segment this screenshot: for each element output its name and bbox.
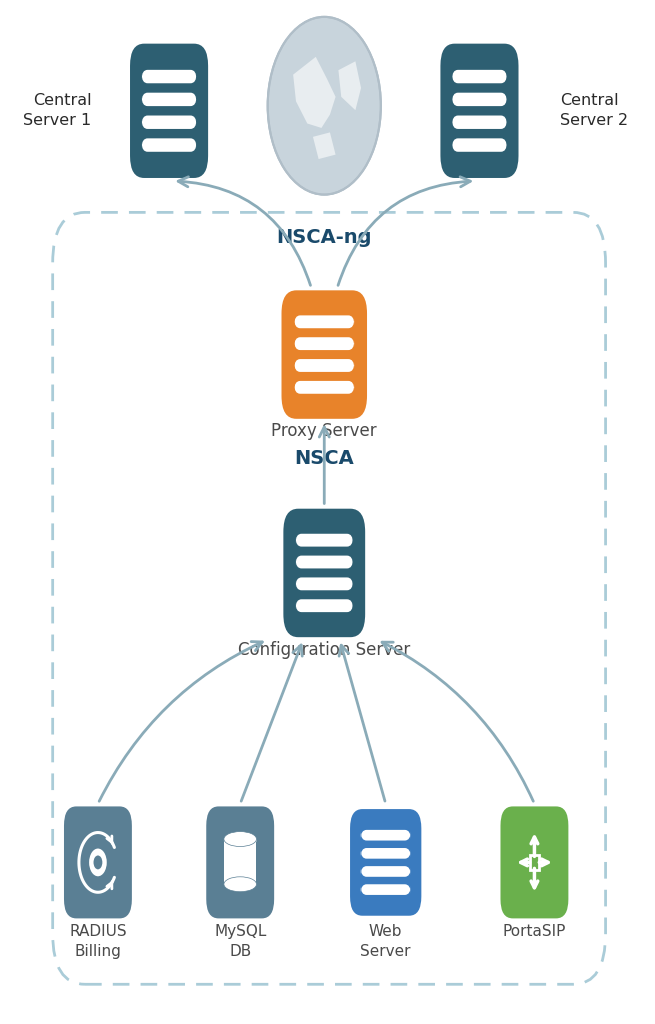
Text: Central
Server 1: Central Server 1: [23, 93, 92, 128]
FancyBboxPatch shape: [130, 44, 208, 178]
FancyBboxPatch shape: [64, 807, 132, 919]
FancyBboxPatch shape: [294, 315, 354, 329]
Text: PortaSIP: PortaSIP: [503, 925, 566, 939]
FancyBboxPatch shape: [440, 44, 519, 178]
Circle shape: [89, 849, 107, 877]
Polygon shape: [293, 57, 335, 128]
FancyBboxPatch shape: [500, 807, 569, 919]
Text: Central
Server 2: Central Server 2: [560, 93, 628, 128]
FancyBboxPatch shape: [350, 809, 421, 915]
Ellipse shape: [224, 834, 257, 848]
FancyBboxPatch shape: [284, 509, 365, 637]
FancyBboxPatch shape: [452, 70, 507, 83]
FancyBboxPatch shape: [282, 291, 367, 419]
FancyBboxPatch shape: [295, 556, 353, 568]
FancyBboxPatch shape: [361, 885, 411, 895]
Polygon shape: [313, 132, 335, 159]
FancyBboxPatch shape: [295, 578, 353, 590]
Text: Configuration Server: Configuration Server: [238, 641, 411, 658]
FancyBboxPatch shape: [361, 829, 411, 841]
Text: NSCA-ng: NSCA-ng: [276, 228, 372, 247]
FancyBboxPatch shape: [294, 337, 354, 350]
Ellipse shape: [224, 877, 257, 892]
Circle shape: [268, 16, 381, 195]
Polygon shape: [339, 61, 361, 111]
FancyBboxPatch shape: [141, 138, 196, 152]
Bar: [224, 841, 257, 885]
FancyBboxPatch shape: [294, 381, 354, 394]
FancyBboxPatch shape: [452, 116, 507, 129]
FancyBboxPatch shape: [361, 866, 411, 877]
FancyBboxPatch shape: [452, 138, 507, 152]
FancyBboxPatch shape: [294, 359, 354, 372]
Ellipse shape: [224, 831, 257, 847]
Text: Proxy Server: Proxy Server: [271, 422, 377, 440]
FancyBboxPatch shape: [141, 93, 196, 106]
Text: MySQL
DB: MySQL DB: [214, 925, 267, 959]
Text: Web
Server: Web Server: [360, 925, 411, 959]
FancyBboxPatch shape: [141, 116, 196, 129]
FancyBboxPatch shape: [361, 848, 411, 859]
Bar: [530, 855, 539, 869]
FancyBboxPatch shape: [295, 534, 353, 547]
Text: NSCA: NSCA: [294, 449, 354, 468]
Circle shape: [94, 855, 102, 869]
FancyBboxPatch shape: [295, 599, 353, 612]
FancyBboxPatch shape: [452, 93, 507, 106]
FancyBboxPatch shape: [206, 807, 274, 919]
FancyBboxPatch shape: [141, 70, 196, 83]
Text: RADIUS
Billing: RADIUS Billing: [69, 925, 127, 959]
